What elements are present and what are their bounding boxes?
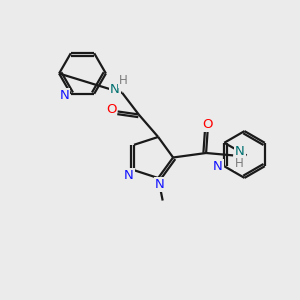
Text: H: H xyxy=(119,74,128,87)
Text: N: N xyxy=(155,178,164,191)
Text: O: O xyxy=(202,118,213,131)
Text: N: N xyxy=(235,145,244,158)
Text: N: N xyxy=(213,160,223,173)
Text: H: H xyxy=(235,157,244,170)
Text: N: N xyxy=(59,89,69,102)
Text: N: N xyxy=(124,169,134,182)
Text: N: N xyxy=(110,83,119,96)
Text: O: O xyxy=(106,103,116,116)
